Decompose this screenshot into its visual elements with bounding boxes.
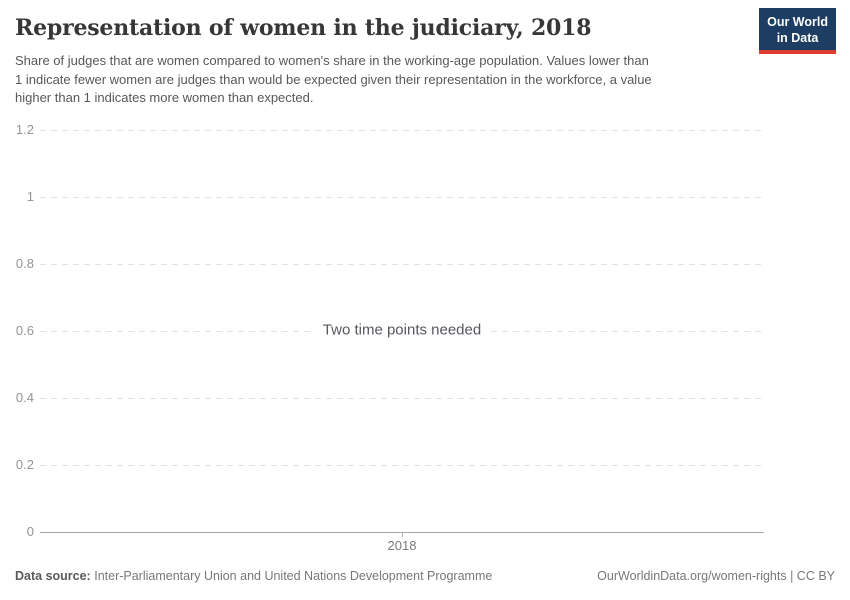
chart-subtitle: Share of judges that are women compared … bbox=[15, 52, 652, 108]
y-tick-label: 1.2 bbox=[15, 122, 34, 137]
owid-logo-line-2: in Data bbox=[776, 31, 819, 45]
subtitle-line-3: higher than 1 indicates more women than … bbox=[15, 90, 314, 105]
gridline-0-2 bbox=[40, 465, 764, 466]
y-tick-label: 0 bbox=[26, 524, 34, 539]
y-tick-label: 0.4 bbox=[15, 390, 34, 405]
x-tick-mark bbox=[402, 532, 403, 537]
subtitle-line-1: Share of judges that are women compared … bbox=[15, 53, 649, 68]
attribution-link[interactable]: OurWorldinData.org/women-rights | CC BY bbox=[597, 569, 835, 583]
data-source-text: Inter-Parliamentary Union and United Nat… bbox=[94, 569, 493, 583]
data-source: Data source: Inter-Parliamentary Union a… bbox=[15, 569, 492, 583]
no-data-message: Two time points needed bbox=[312, 319, 492, 341]
gridline-1-0 bbox=[40, 197, 764, 198]
chart-title: Representation of women in the judiciary… bbox=[15, 15, 592, 41]
subtitle-line-2: 1 indicate fewer women are judges than w… bbox=[15, 71, 652, 87]
owid-logo-line-1: Our World bbox=[767, 15, 828, 29]
gridline-1-2 bbox=[40, 130, 764, 131]
gridline-0-8 bbox=[40, 264, 764, 265]
y-tick-label: 0.8 bbox=[15, 256, 34, 271]
x-tick-label: 2018 bbox=[387, 538, 417, 553]
y-tick-label: 0.6 bbox=[15, 323, 34, 338]
y-tick-label: 0.2 bbox=[15, 457, 34, 472]
gridline-0-4 bbox=[40, 398, 764, 399]
y-tick-label: 1 bbox=[26, 189, 34, 204]
owid-logo: Our World in Data bbox=[759, 8, 836, 54]
chart-footer: Data source: Inter-Parliamentary Union a… bbox=[15, 569, 835, 583]
data-source-label: Data source: bbox=[15, 569, 91, 583]
